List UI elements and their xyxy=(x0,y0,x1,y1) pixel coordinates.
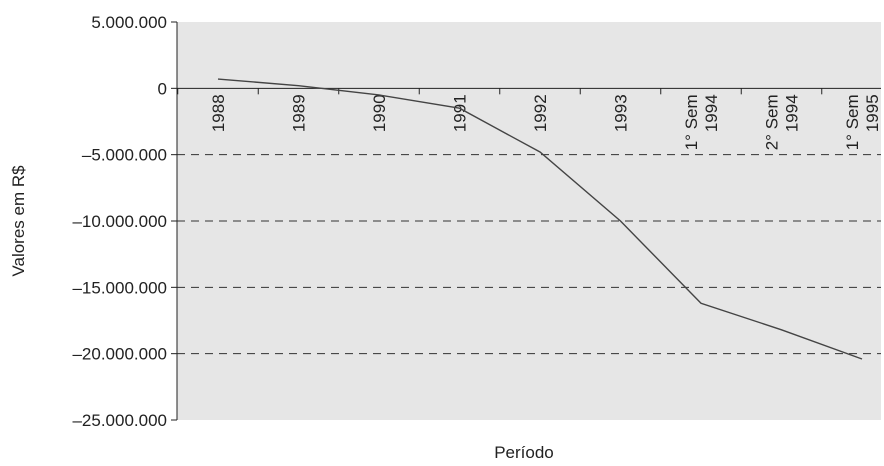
y-tick-label: –25.000.000 xyxy=(72,411,167,430)
x-tick-label: 2° Sem xyxy=(763,94,782,150)
y-axis-label: Valores em R$ xyxy=(9,165,28,277)
y-tick-label: –20.000.000 xyxy=(72,345,167,364)
y-tick-label: 0 xyxy=(158,79,167,98)
series-line xyxy=(217,78,863,360)
y-tick-labels: 5.000.000 0 –5.000.000 –10.000.000 –15.000.0… xyxy=(72,13,167,430)
y-tick-label: –5.000.000 xyxy=(82,146,167,165)
x-tick-labels: 1988 1989 1990 1991 1992 1993 1° Sem 1994 2° Sem… xyxy=(209,94,882,150)
x-tick-label: 1994 xyxy=(702,94,721,132)
x-tick-label: 1990 xyxy=(370,94,389,132)
x-tick-label: 1994 xyxy=(783,94,802,132)
y-tick-label: 5.000.000 xyxy=(91,13,167,32)
y-tick-label: –10.000.000 xyxy=(72,212,167,231)
x-tick-label: 1995 xyxy=(863,94,882,132)
y-tick-label: –15.000.000 xyxy=(72,278,167,297)
x-tick-label: 1993 xyxy=(612,94,631,132)
x-tick-label: 1° Sem xyxy=(843,94,862,150)
x-tick-label: 1992 xyxy=(531,94,550,132)
x-tick-label: 1991 xyxy=(451,94,470,132)
grid-lines xyxy=(177,154,881,355)
x-axis-label: Período xyxy=(494,443,554,462)
x-tick-label: 1988 xyxy=(209,94,228,132)
axes xyxy=(171,21,881,421)
x-tick-label: 1° Sem xyxy=(682,94,701,150)
x-tick-label: 1989 xyxy=(290,94,309,132)
